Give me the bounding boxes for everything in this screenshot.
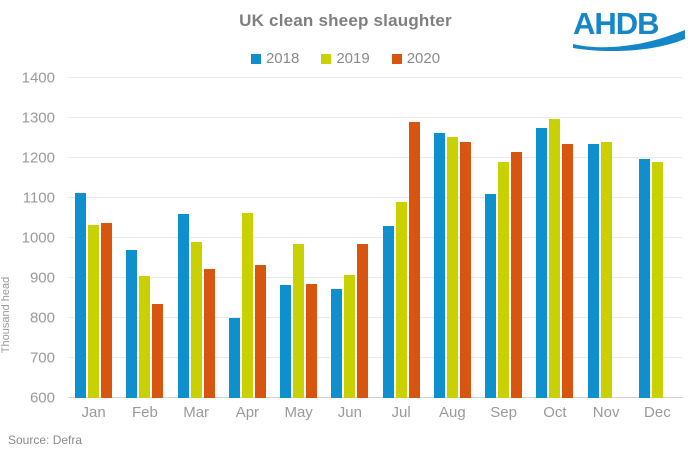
y-axis-title: Thousand head bbox=[0, 276, 12, 354]
bar-2019-jan bbox=[88, 224, 100, 398]
y-tick-label: 1400 bbox=[21, 69, 55, 87]
x-tick-label: Aug bbox=[439, 404, 466, 421]
x-tick-label: Feb bbox=[131, 404, 158, 421]
bar-group-may bbox=[273, 78, 324, 398]
bar-2018-apr bbox=[228, 318, 240, 398]
y-tick-label: 1000 bbox=[21, 229, 55, 247]
ahdb-logo-wave-icon bbox=[573, 30, 685, 52]
bar-2019-sep bbox=[498, 162, 510, 398]
y-tick-label: 700 bbox=[29, 349, 55, 367]
y-tick-label: 900 bbox=[29, 269, 55, 287]
bar-2019-jun bbox=[344, 275, 356, 398]
bar-group-jun bbox=[324, 78, 375, 398]
bar-group-aug bbox=[427, 78, 478, 398]
bar-group-oct bbox=[529, 78, 580, 398]
bar-2020-jul bbox=[408, 121, 420, 398]
legend-item-2018: 2018 bbox=[250, 50, 300, 67]
bar-2018-aug bbox=[433, 133, 445, 398]
bar-2019-feb bbox=[139, 275, 151, 398]
bar-2018-feb bbox=[126, 250, 138, 398]
y-tick-label: 1100 bbox=[22, 189, 55, 207]
ahdb-logo: AHDB bbox=[573, 6, 685, 52]
bar-2019-apr bbox=[241, 212, 253, 398]
bar-group-nov bbox=[581, 78, 632, 398]
bar-2018-nov bbox=[587, 144, 599, 398]
bar-2019-aug bbox=[446, 136, 458, 398]
bar-2018-sep bbox=[485, 193, 497, 398]
bar-2018-jun bbox=[331, 289, 343, 398]
chart-legend: 2018 2019 2020 bbox=[0, 50, 691, 67]
bar-2020-aug bbox=[459, 141, 471, 398]
bar-2019-jul bbox=[395, 202, 407, 398]
x-tick-label: Dec bbox=[644, 404, 671, 421]
bar-group-sep bbox=[478, 78, 529, 398]
bar-group-jul bbox=[376, 78, 427, 398]
bar-2018-oct bbox=[536, 127, 548, 398]
bar-2020-apr bbox=[254, 264, 266, 398]
bar-2019-may bbox=[293, 244, 305, 398]
y-tick-label: 1200 bbox=[21, 149, 55, 167]
x-tick-label: Sep bbox=[490, 404, 517, 421]
source-note: Source: Defra bbox=[8, 433, 83, 447]
plot-area bbox=[68, 77, 683, 398]
legend-label: 2019 bbox=[336, 50, 370, 67]
x-tick-label: Apr bbox=[235, 404, 260, 421]
bar-2018-mar bbox=[177, 214, 189, 398]
bar-2018-may bbox=[280, 285, 292, 398]
bar-2019-dec bbox=[651, 162, 663, 398]
gridline bbox=[68, 77, 683, 78]
bar-2020-sep bbox=[511, 152, 523, 398]
y-tick-label: 600 bbox=[29, 389, 55, 407]
bar-2020-may bbox=[306, 284, 318, 398]
gridline bbox=[68, 117, 683, 118]
bar-2018-jan bbox=[75, 192, 87, 398]
bar-2020-feb bbox=[152, 303, 164, 398]
bar-2019-oct bbox=[549, 118, 561, 398]
chart-title: UK clean sheep slaughter bbox=[239, 11, 452, 30]
gridline bbox=[68, 237, 683, 238]
bar-2020-mar bbox=[203, 268, 215, 398]
bar-group-mar bbox=[171, 78, 222, 398]
x-tick-label: Oct bbox=[543, 404, 567, 421]
bar-2020-jan bbox=[101, 222, 113, 398]
gridline bbox=[68, 197, 683, 198]
gridline bbox=[68, 357, 683, 358]
bar-group-feb bbox=[119, 78, 170, 398]
x-tick-label: Mar bbox=[183, 404, 210, 421]
x-axis-line bbox=[68, 397, 683, 398]
y-tick-label: 1300 bbox=[21, 109, 55, 127]
gridline bbox=[68, 317, 683, 318]
bar-group-apr bbox=[222, 78, 273, 398]
bar-2018-dec bbox=[638, 158, 650, 398]
bar-2019-nov bbox=[600, 141, 612, 398]
legend-swatch-icon bbox=[321, 53, 332, 64]
ahdb-logo-text: AHDB bbox=[573, 6, 659, 41]
legend-label: 2018 bbox=[265, 50, 300, 67]
x-tick-label: Jul bbox=[391, 404, 411, 421]
bar-group-dec bbox=[632, 78, 683, 398]
bars-row bbox=[68, 78, 683, 398]
legend-label: 2020 bbox=[406, 50, 441, 67]
x-tick-label: Jan bbox=[81, 404, 106, 421]
legend-item-2019: 2019 bbox=[321, 50, 370, 67]
y-tick-label: 800 bbox=[29, 309, 55, 327]
legend-item-2020: 2020 bbox=[391, 50, 441, 67]
legend-swatch-icon bbox=[250, 53, 261, 64]
bar-2019-mar bbox=[190, 242, 202, 398]
bar-2020-jun bbox=[357, 244, 369, 398]
x-axis: Jan Feb Mar Apr May Jun Jul Aug Sep Oct Nov Dec bbox=[68, 404, 683, 421]
bar-2018-jul bbox=[382, 225, 394, 398]
x-tick-label: May bbox=[284, 404, 313, 421]
x-tick-label: Nov bbox=[592, 404, 620, 421]
legend-swatch-icon bbox=[391, 53, 402, 64]
bar-group-jan bbox=[68, 78, 119, 398]
x-tick-label: Jun bbox=[337, 404, 362, 421]
gridline bbox=[68, 157, 683, 158]
gridline bbox=[68, 277, 683, 278]
bar-2020-oct bbox=[562, 143, 574, 398]
y-axis: Thousand head 600 700 800 900 1000 1100 1200 13… bbox=[0, 70, 60, 407]
